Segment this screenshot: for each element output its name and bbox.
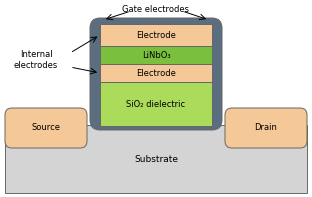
FancyBboxPatch shape (90, 18, 222, 130)
Text: Drain: Drain (255, 124, 277, 133)
Bar (100, 46, 212, 64)
FancyBboxPatch shape (225, 108, 307, 148)
Text: SiO₂ dielectric: SiO₂ dielectric (126, 99, 186, 109)
Text: Electrode: Electrode (136, 31, 176, 40)
Text: Substrate: Substrate (134, 154, 178, 164)
Text: Gate electrodes: Gate electrodes (123, 5, 189, 14)
Bar (100, 64, 212, 82)
Bar (100, 82, 212, 126)
Text: LiNbO₃: LiNbO₃ (142, 50, 170, 59)
Bar (5, 125, 307, 193)
Text: Electrode: Electrode (136, 69, 176, 77)
Bar (100, 24, 212, 46)
FancyBboxPatch shape (5, 108, 87, 148)
Text: Source: Source (32, 124, 61, 133)
Text: Internal
electrodes: Internal electrodes (14, 50, 58, 70)
